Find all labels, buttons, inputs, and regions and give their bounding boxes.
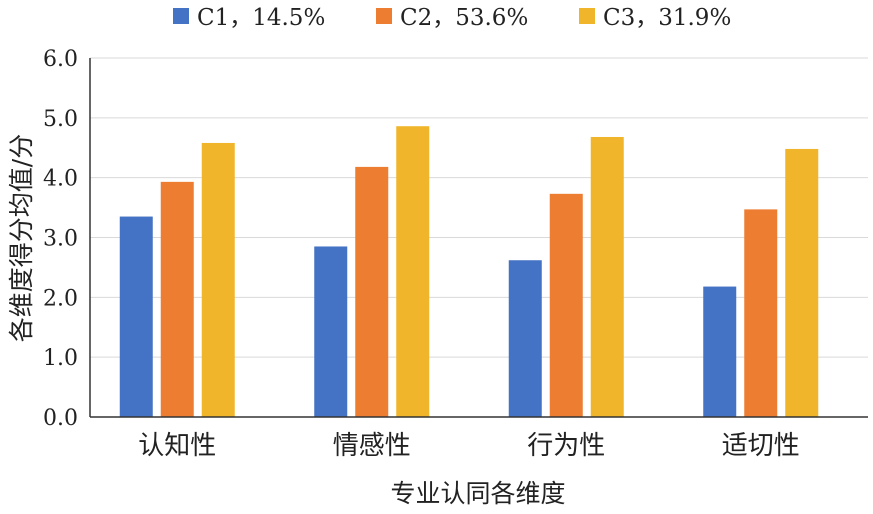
bar-series-1-cat-2 bbox=[314, 246, 348, 417]
legend-swatch-2 bbox=[376, 8, 392, 24]
bar-series-2-cat-4 bbox=[744, 209, 778, 417]
y-tick-label: 6.0 bbox=[43, 47, 78, 72]
bar-series-1-cat-3 bbox=[508, 260, 542, 417]
y-tick-label: 4.0 bbox=[43, 167, 78, 192]
bar-series-3-cat-1 bbox=[201, 142, 235, 418]
y-tick-label: 3.0 bbox=[43, 227, 78, 252]
y-tick-labels: 0.0 1.0 2.0 3.0 4.0 5.0 6.0 bbox=[43, 47, 78, 431]
y-tick-label: 2.0 bbox=[43, 286, 78, 311]
bar-series-1-cat-1 bbox=[119, 216, 153, 417]
legend-label-1: C1，14.5% bbox=[197, 5, 325, 31]
y-tick-label: 5.0 bbox=[43, 107, 78, 132]
y-axis-title: 各维度得分均值/分 bbox=[7, 134, 36, 342]
legend-swatch-1 bbox=[173, 8, 189, 24]
x-category-label: 行为性 bbox=[527, 431, 605, 461]
x-category-label: 情感性 bbox=[333, 431, 411, 461]
x-category-label: 适切性 bbox=[722, 431, 800, 461]
bar-series-2-cat-1 bbox=[160, 181, 194, 417]
bars bbox=[119, 126, 819, 418]
y-tick-label: 0.0 bbox=[43, 406, 78, 431]
axes bbox=[89, 58, 868, 418]
legend-label-3: C3，31.9% bbox=[603, 5, 731, 31]
legend-label-2: C2，53.6% bbox=[400, 5, 528, 31]
x-category-label: 认知性 bbox=[138, 431, 216, 461]
y-tick-label: 1.0 bbox=[43, 346, 78, 371]
bar-series-1-cat-4 bbox=[703, 286, 737, 417]
bar-series-3-cat-2 bbox=[396, 126, 430, 418]
bar-series-3-cat-3 bbox=[590, 136, 624, 418]
bar-series-2-cat-3 bbox=[549, 193, 583, 417]
x-category-labels: 认知性 情感性 行为性 适切性 bbox=[138, 431, 800, 461]
bar-series-3-cat-4 bbox=[785, 148, 819, 418]
bar-series-2-cat-2 bbox=[355, 166, 389, 417]
legend: C1，14.5% C2，53.6% C3，31.9% bbox=[173, 5, 731, 31]
legend-swatch-3 bbox=[579, 8, 595, 24]
x-axis-title: 专业认同各维度 bbox=[390, 479, 565, 508]
